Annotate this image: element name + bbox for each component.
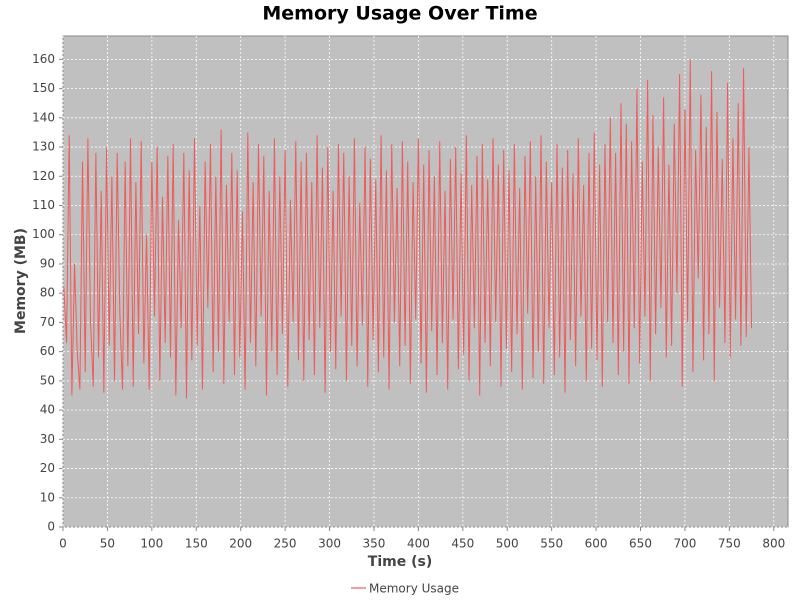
y-axis-label: Memory (MB): [13, 228, 29, 334]
x-tick-label: 250: [274, 537, 297, 551]
y-tick-label: 130: [32, 140, 55, 154]
chart-title: Memory Usage Over Time: [262, 3, 537, 25]
x-tick-label: 400: [407, 537, 430, 551]
y-tick-label: 100: [32, 227, 55, 241]
y-tick-label: 70: [40, 315, 55, 329]
x-tick-label: 550: [540, 537, 563, 551]
y-tick-label: 120: [32, 169, 55, 183]
legend-label: Memory Usage: [369, 582, 459, 596]
y-tick-label: 140: [32, 110, 55, 124]
x-tick-label: 650: [629, 537, 652, 551]
x-tick-label: 50: [100, 537, 115, 551]
x-tick-label: 700: [673, 537, 696, 551]
x-tick-label: 600: [585, 537, 608, 551]
x-tick-label: 350: [363, 537, 386, 551]
y-tick-label: 0: [47, 520, 55, 534]
y-tick-label: 90: [40, 256, 55, 270]
y-tick-label: 40: [40, 403, 55, 417]
x-tick-label: 750: [718, 537, 741, 551]
x-tick-label: 200: [229, 537, 252, 551]
y-tick-label: 20: [40, 461, 55, 475]
y-tick-label: 60: [40, 344, 55, 358]
y-tick-label: 50: [40, 373, 55, 387]
x-tick-label: 500: [496, 537, 519, 551]
data-line: [63, 59, 753, 399]
x-tick-label: 100: [140, 537, 163, 551]
y-tick-label: 110: [32, 198, 55, 212]
y-tick-label: 160: [32, 52, 55, 66]
y-tick-label: 10: [40, 490, 55, 504]
y-tick-label: 30: [40, 432, 55, 446]
x-tick-label: 800: [762, 537, 785, 551]
y-tick-label: 80: [40, 286, 55, 300]
y-tick-label: 150: [32, 81, 55, 95]
x-tick-label: 150: [185, 537, 208, 551]
x-tick-label: 0: [59, 537, 67, 551]
x-tick-label: 300: [318, 537, 341, 551]
x-axis-label: Time (s): [368, 554, 432, 570]
x-tick-label: 450: [451, 537, 474, 551]
